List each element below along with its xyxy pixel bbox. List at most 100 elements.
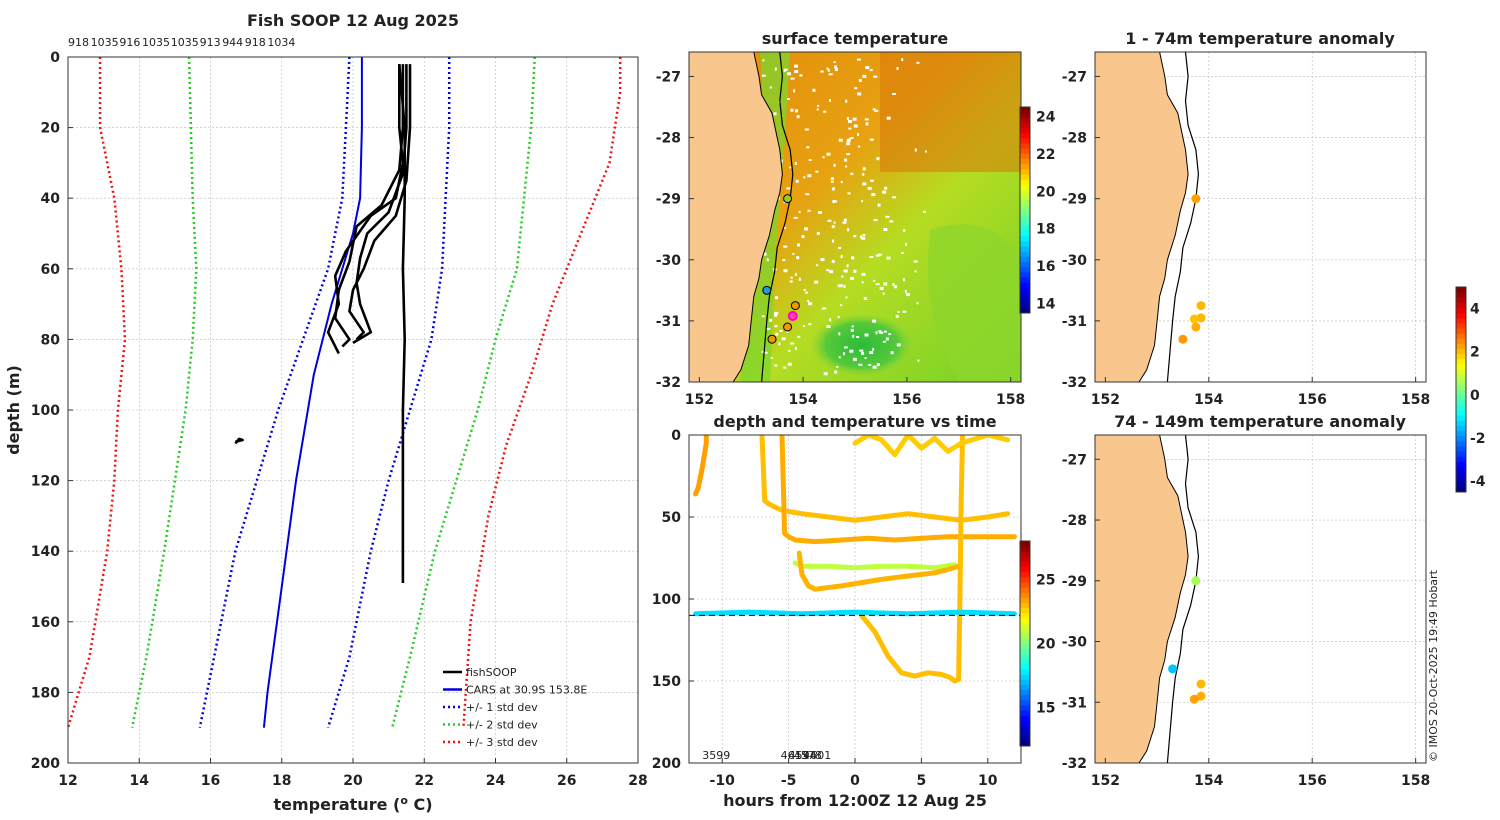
time-colorbar-segment xyxy=(1020,710,1030,716)
profile-xtick-label: 24 xyxy=(486,773,506,789)
cloud-gap xyxy=(846,142,851,146)
time-colorbar-segment xyxy=(1020,607,1030,614)
time-colorbar: 15 20 25 xyxy=(1019,540,1056,747)
profile-title: Fish SOOP 12 Aug 2025 xyxy=(247,11,459,30)
cloud-gap xyxy=(877,203,881,207)
time-colorbar-segment xyxy=(1020,556,1030,562)
sst-colorbar-segment xyxy=(1020,168,1030,175)
anomaly-shallow-point xyxy=(1191,194,1201,204)
time-colorbar-segment xyxy=(1020,561,1030,568)
cloud-gap xyxy=(859,349,864,352)
cloud-gap xyxy=(769,318,773,322)
profile-lines xyxy=(66,56,622,729)
cloud-gap xyxy=(774,325,778,328)
anomaly-shallow-point xyxy=(1178,334,1188,344)
sst-colorbar-segment xyxy=(1020,137,1030,144)
cloud-gap xyxy=(864,118,869,121)
anomaly-colorbar-segment xyxy=(1456,456,1466,462)
profile-xtick-label: 28 xyxy=(628,773,647,789)
cloud-gap xyxy=(840,304,843,307)
sst-colorbar-segment xyxy=(1020,153,1030,159)
time-bottom-label: 4601 xyxy=(803,749,831,762)
cloud-gap xyxy=(805,193,810,196)
anomaly-deep-xtick-label: 158 xyxy=(1401,773,1430,789)
anomaly-colorbar-segment xyxy=(1456,435,1466,442)
cloud-gap xyxy=(769,86,772,89)
cloud-gap xyxy=(808,159,812,161)
cloud-gap xyxy=(832,200,836,203)
time-colorbar-segment xyxy=(1020,658,1030,665)
anomaly-colorbar-segment xyxy=(1456,410,1466,416)
anomaly-colorbar-segment xyxy=(1456,430,1466,437)
sst-station-marker xyxy=(767,334,777,344)
cloud-gap xyxy=(803,289,806,291)
anomaly-shallow-xtick-label: 152 xyxy=(1091,392,1120,408)
time-xtick-label: 0 xyxy=(850,773,860,789)
time-colorbar-segment xyxy=(1020,689,1030,696)
time-xtick-label: 10 xyxy=(978,773,998,789)
anomaly-colorbar-segment xyxy=(1456,317,1466,324)
cloud-gap xyxy=(878,330,882,333)
cloud-gap xyxy=(789,166,792,169)
profile-top-label: 1035 xyxy=(91,36,119,49)
anomaly-colorbar-segment xyxy=(1456,440,1466,447)
cloud-gap xyxy=(856,336,860,338)
cloud-gap xyxy=(924,150,927,153)
anomaly-deep-point xyxy=(1196,691,1206,701)
cloud-gap xyxy=(876,363,880,367)
cloud-gap xyxy=(786,330,789,333)
cloud-gap xyxy=(862,74,867,78)
anomaly-deep-xtick-label: 156 xyxy=(1298,773,1327,789)
cloud-gap xyxy=(841,275,844,278)
time-colorbar-segment xyxy=(1020,576,1030,583)
anomaly-shallow-shelf xyxy=(1166,52,1200,382)
profile-series-line xyxy=(234,437,244,445)
profile-top-label: 918 xyxy=(68,36,89,49)
cloud-gap xyxy=(870,179,874,182)
profile-series-line xyxy=(333,64,405,348)
time-ytick-label: 0 xyxy=(671,428,681,444)
anomaly-colorbar-segment xyxy=(1456,369,1466,375)
sst-colorbar-segment xyxy=(1020,220,1030,226)
sst-colorbar-segment xyxy=(1020,266,1030,273)
time-colorbar-segment xyxy=(1020,705,1030,711)
cloud-gap xyxy=(794,70,799,73)
anomaly-colorbar-segment xyxy=(1456,451,1466,457)
sst-xtick-label: 154 xyxy=(789,392,818,408)
cloud-gap xyxy=(848,137,851,140)
profile-ytick-label: 20 xyxy=(41,121,61,137)
cloud-gap xyxy=(843,218,847,222)
cloud-gap xyxy=(834,68,838,71)
sst-colorbar-label: 24 xyxy=(1036,109,1056,125)
cloud-gap xyxy=(858,78,862,82)
cloud-gap xyxy=(846,139,851,142)
cloud-gap xyxy=(842,221,847,224)
cloud-gap xyxy=(816,231,820,235)
time-colorbar-segment xyxy=(1020,715,1030,721)
cloud-gap xyxy=(816,108,819,111)
cloud-gap xyxy=(849,349,854,353)
anomaly-colorbar-segment xyxy=(1456,379,1466,385)
cloud-gap xyxy=(795,179,799,183)
anomaly-colorbar-segment xyxy=(1456,445,1466,452)
profile-ytick-label: 100 xyxy=(31,403,60,419)
cloud-gap xyxy=(850,276,854,280)
cloud-gap xyxy=(873,75,878,78)
cloud-gap xyxy=(798,277,801,281)
time-track xyxy=(792,560,958,571)
time-track xyxy=(759,435,1011,523)
cloud-gap xyxy=(862,167,866,171)
sst-ytick-label: -30 xyxy=(656,253,682,269)
cloud-gap xyxy=(850,328,854,332)
anomaly-colorbar-label: -4 xyxy=(1470,474,1486,490)
time-colorbar-segment xyxy=(1020,602,1030,609)
sst-colorbar-segment xyxy=(1020,163,1030,170)
cloud-gap xyxy=(794,162,797,165)
profile-ytick-label: 160 xyxy=(31,615,60,631)
sst-colorbar-segment xyxy=(1020,117,1030,123)
time-tracks xyxy=(693,435,1017,684)
time-track xyxy=(796,550,962,592)
legend-label: fishSOOP xyxy=(466,666,517,679)
cloud-gap xyxy=(847,192,851,195)
